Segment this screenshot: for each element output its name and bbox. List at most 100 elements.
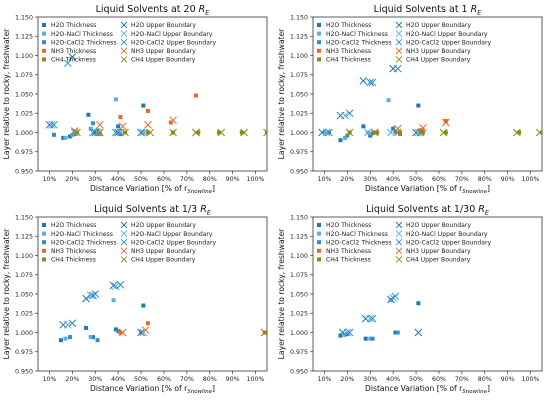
point-h2o-thickness xyxy=(68,134,73,139)
point-ch4-upper-boundary xyxy=(535,128,542,137)
chart-title-text: Liquid Solvents at 20 xyxy=(96,4,199,15)
point-ch4-upper-boundary xyxy=(95,128,104,137)
legend-marker-h2o-cacl2-thickness xyxy=(317,40,321,45)
x-tick-label: 70% xyxy=(180,176,194,183)
legend-label-ch4-thickness: CH4 Thickness xyxy=(326,57,371,64)
point-h2o-thickness xyxy=(363,336,368,341)
point-h2o-upper-boundary xyxy=(137,328,145,337)
x-axis-label-text: Distance Variation [% of r xyxy=(90,384,188,393)
legend-marker-h2o-nacl-thickness xyxy=(42,31,46,36)
x-marker-stroke xyxy=(325,128,333,137)
y-tick-label: 1.100 xyxy=(15,53,33,60)
y-tick-label: 0.975 xyxy=(290,149,308,156)
x-marker-stroke xyxy=(441,118,450,127)
x-marker-stroke xyxy=(89,128,97,137)
x-marker-stroke xyxy=(112,128,120,137)
legend-label-h2o-cacl2-upper-boundary: H2O-CaCl2 Upper Boundary xyxy=(406,239,492,246)
x-marker-stroke xyxy=(217,128,226,137)
point-h2o-cacl2-upper-boundary xyxy=(345,328,354,337)
legend-label-nh3-thickness: NH3 Thickness xyxy=(51,248,96,255)
x-marker-stroke xyxy=(70,128,79,137)
legend-marker-ch4-upper-boundary xyxy=(120,256,128,263)
legend-marker-h2o-nacl-upper-boundary xyxy=(395,30,403,37)
y-tick-label: 1.100 xyxy=(290,53,308,60)
point-h2o-nacl-thickness xyxy=(386,98,391,103)
x-axis-label: Distance Variation [% of rSnowline] xyxy=(365,184,490,195)
point-nh3-thickness xyxy=(145,321,150,326)
legend-marker-h2o-cacl2-thickness xyxy=(42,40,46,45)
point-ch4-upper-boundary xyxy=(263,128,267,137)
legend-label-h2o-upper-boundary: H2O Upper Boundary xyxy=(131,22,196,29)
x-marker-stroke xyxy=(395,221,403,229)
x-marker-stroke xyxy=(120,247,128,255)
x-tick-label: 40% xyxy=(111,176,125,183)
x-tick-label: 80% xyxy=(478,376,492,383)
x-marker-stroke xyxy=(322,128,331,137)
x-tick-label: 10% xyxy=(42,176,56,183)
x-marker-stroke xyxy=(368,78,377,87)
x-marker-stroke xyxy=(118,122,127,131)
point-h2o-cacl2-thickness xyxy=(395,330,400,335)
y-tick-label: 1.025 xyxy=(290,111,308,118)
x-marker-stroke xyxy=(146,128,155,137)
point-h2o-upper-boundary xyxy=(68,53,77,61)
legend-label-h2o-nacl-thickness: H2O-NaCl Thickness xyxy=(326,231,388,238)
point-ch4-upper-boundary xyxy=(169,128,177,137)
point-h2o-nacl-thickness xyxy=(113,97,118,102)
legend-marker-h2o-cacl2-upper-boundary xyxy=(395,38,403,46)
x-marker-stroke xyxy=(366,78,375,87)
x-marker-stroke xyxy=(120,238,128,246)
chart-title-subscript: E xyxy=(207,209,212,217)
x-marker-stroke xyxy=(192,128,200,137)
point-nh3-upper-boundary xyxy=(95,120,104,129)
x-marker-stroke xyxy=(387,128,395,137)
point-h2o-nacl-upper-boundary xyxy=(341,111,349,120)
x-tick-label: 80% xyxy=(203,176,217,183)
legend-label-h2o-thickness: H2O Thickness xyxy=(326,22,371,29)
point-ch4-upper-boundary xyxy=(240,128,248,137)
y-tick-label: 0.975 xyxy=(15,349,33,356)
point-h2o-cacl2-thickness xyxy=(370,131,375,136)
legend-label-ch4-upper-boundary: CH4 Upper Boundary xyxy=(131,57,196,64)
legend-label-h2o-cacl2-thickness: H2O-CaCl2 Thickness xyxy=(51,39,117,46)
x-axis-label-text: Distance Variation [% of r xyxy=(365,184,463,193)
point-nh3-upper-boundary xyxy=(118,122,127,131)
point-h2o-nacl-upper-boundary xyxy=(366,314,375,323)
point-ch4-upper-boundary xyxy=(439,128,448,137)
legend-label-ch4-upper-boundary: CH4 Upper Boundary xyxy=(131,257,196,264)
legend-label-h2o-nacl-thickness: H2O-NaCl Thickness xyxy=(51,31,113,38)
y-axis-label: Layer relative to rocky, freshwater xyxy=(277,28,286,159)
x-marker-stroke xyxy=(368,314,377,323)
point-ch4-thickness xyxy=(239,130,244,135)
y-tick-label: 0.950 xyxy=(15,368,33,375)
point-ch4-upper-boundary xyxy=(370,128,379,137)
point-h2o-upper-boundary xyxy=(366,78,375,87)
y-tick-label: 1.075 xyxy=(290,272,308,279)
legend-label-h2o-upper-boundary: H2O Upper Boundary xyxy=(131,222,196,229)
legend-marker-h2o-nacl-upper-boundary xyxy=(120,30,128,37)
x-tick-label: 90% xyxy=(226,376,240,383)
point-nh3-upper-boundary xyxy=(441,118,450,127)
x-marker-stroke xyxy=(120,30,128,37)
chart-panel-1: 0.950 0.975 1.000 1.025 1.050 1.075 1.100 1.125… xyxy=(2,4,268,195)
chart-title-text: Liquid Solvents at 1/3 xyxy=(94,204,200,215)
x-tick-label: 10% xyxy=(317,376,331,383)
x-marker-stroke xyxy=(95,128,104,137)
x-tick-label: 20% xyxy=(340,176,354,183)
x-marker-stroke xyxy=(395,238,403,246)
x-tick-label: 50% xyxy=(409,376,423,383)
point-h2o-nacl-upper-boundary xyxy=(47,120,56,129)
legend-label-h2o-thickness: H2O Thickness xyxy=(51,222,96,229)
legend-label-h2o-upper-boundary: H2O Upper Boundary xyxy=(406,22,471,29)
x-marker-stroke xyxy=(68,319,77,328)
x-tick-label: 100% xyxy=(522,376,540,383)
legend-label-h2o-cacl2-upper-boundary: H2O-CaCl2 Upper Boundary xyxy=(131,239,217,246)
x-tick-label: 10% xyxy=(317,176,331,183)
y-tick-label: 1.000 xyxy=(290,330,308,337)
point-ch4-thickness xyxy=(196,130,201,135)
point-ch4-thickness xyxy=(375,130,380,135)
x-marker-stroke xyxy=(50,120,58,129)
x-marker-stroke xyxy=(120,47,128,55)
point-h2o-nacl-thickness xyxy=(63,336,68,341)
